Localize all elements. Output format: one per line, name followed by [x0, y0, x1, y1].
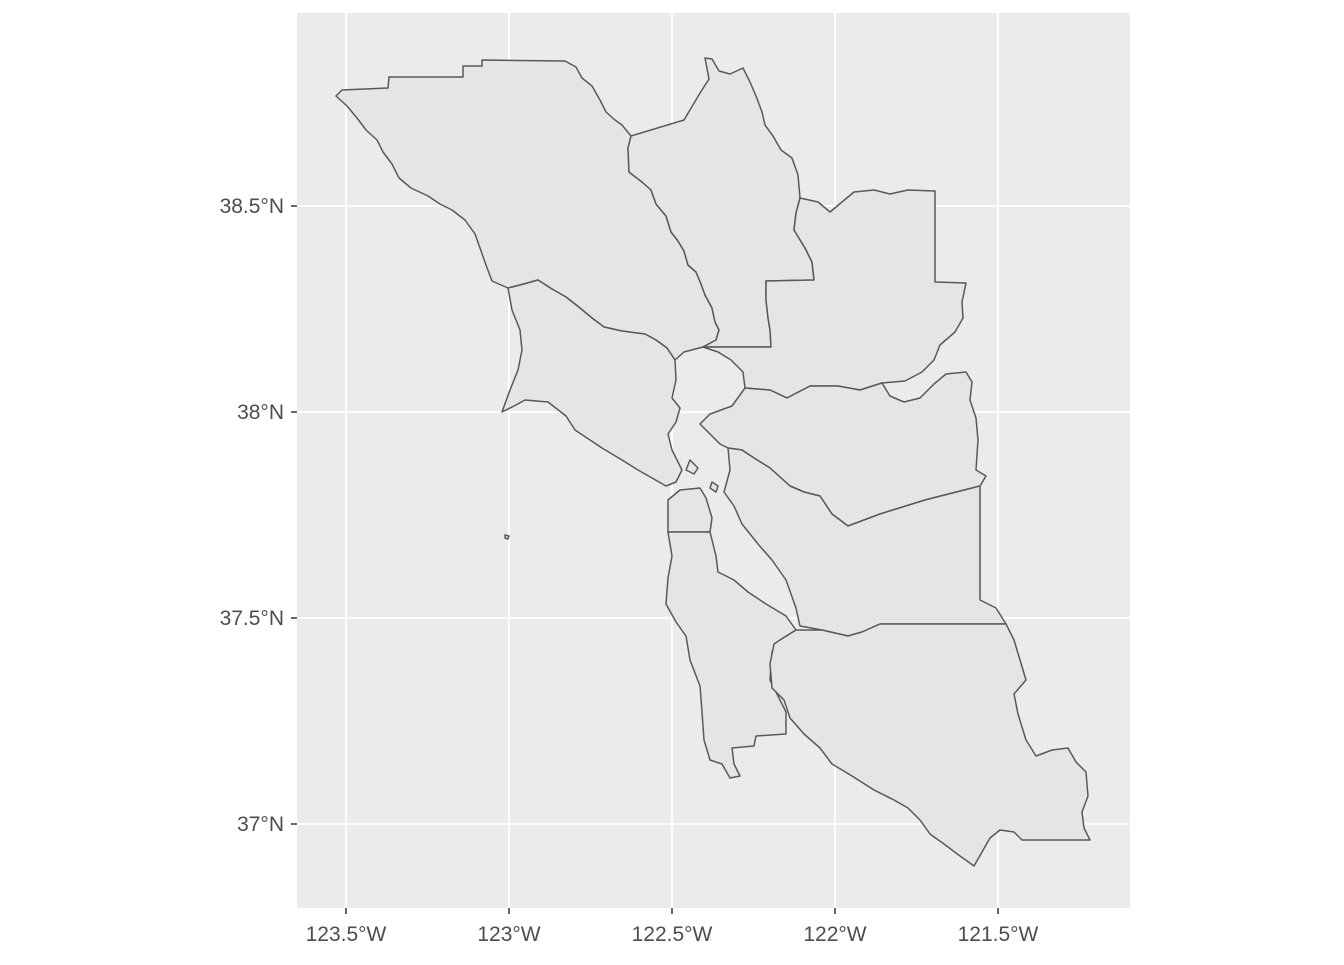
bay-island	[709, 481, 719, 493]
county-san-mateo	[665, 531, 797, 779]
x-tick-label-123-5w: 123.5°W	[306, 923, 387, 946]
y-tick-label-38-5n: 38.5°N	[220, 195, 284, 218]
county-marin	[501, 279, 683, 487]
x-tick-label-123w: 123°W	[477, 923, 540, 946]
y-tick-label-37-5n: 37.5°N	[220, 607, 284, 630]
bay-island	[685, 459, 699, 475]
y-tick-label-37n: 37°N	[237, 813, 284, 836]
axis-ticks	[291, 205, 999, 914]
county-santa-clara	[769, 623, 1091, 867]
county-layer	[335, 57, 1091, 867]
tick-labels: 123.5°W 123°W 122.5°W 122°W 121.5°W 38.5…	[220, 195, 1039, 946]
x-tick-label-122w: 122°W	[803, 923, 866, 946]
x-tick-label-122-5w: 122.5°W	[632, 923, 713, 946]
farallon-island	[504, 534, 510, 540]
x-tick-label-121-5w: 121.5°W	[958, 923, 1039, 946]
y-tick-label-38n: 38°N	[237, 401, 284, 424]
